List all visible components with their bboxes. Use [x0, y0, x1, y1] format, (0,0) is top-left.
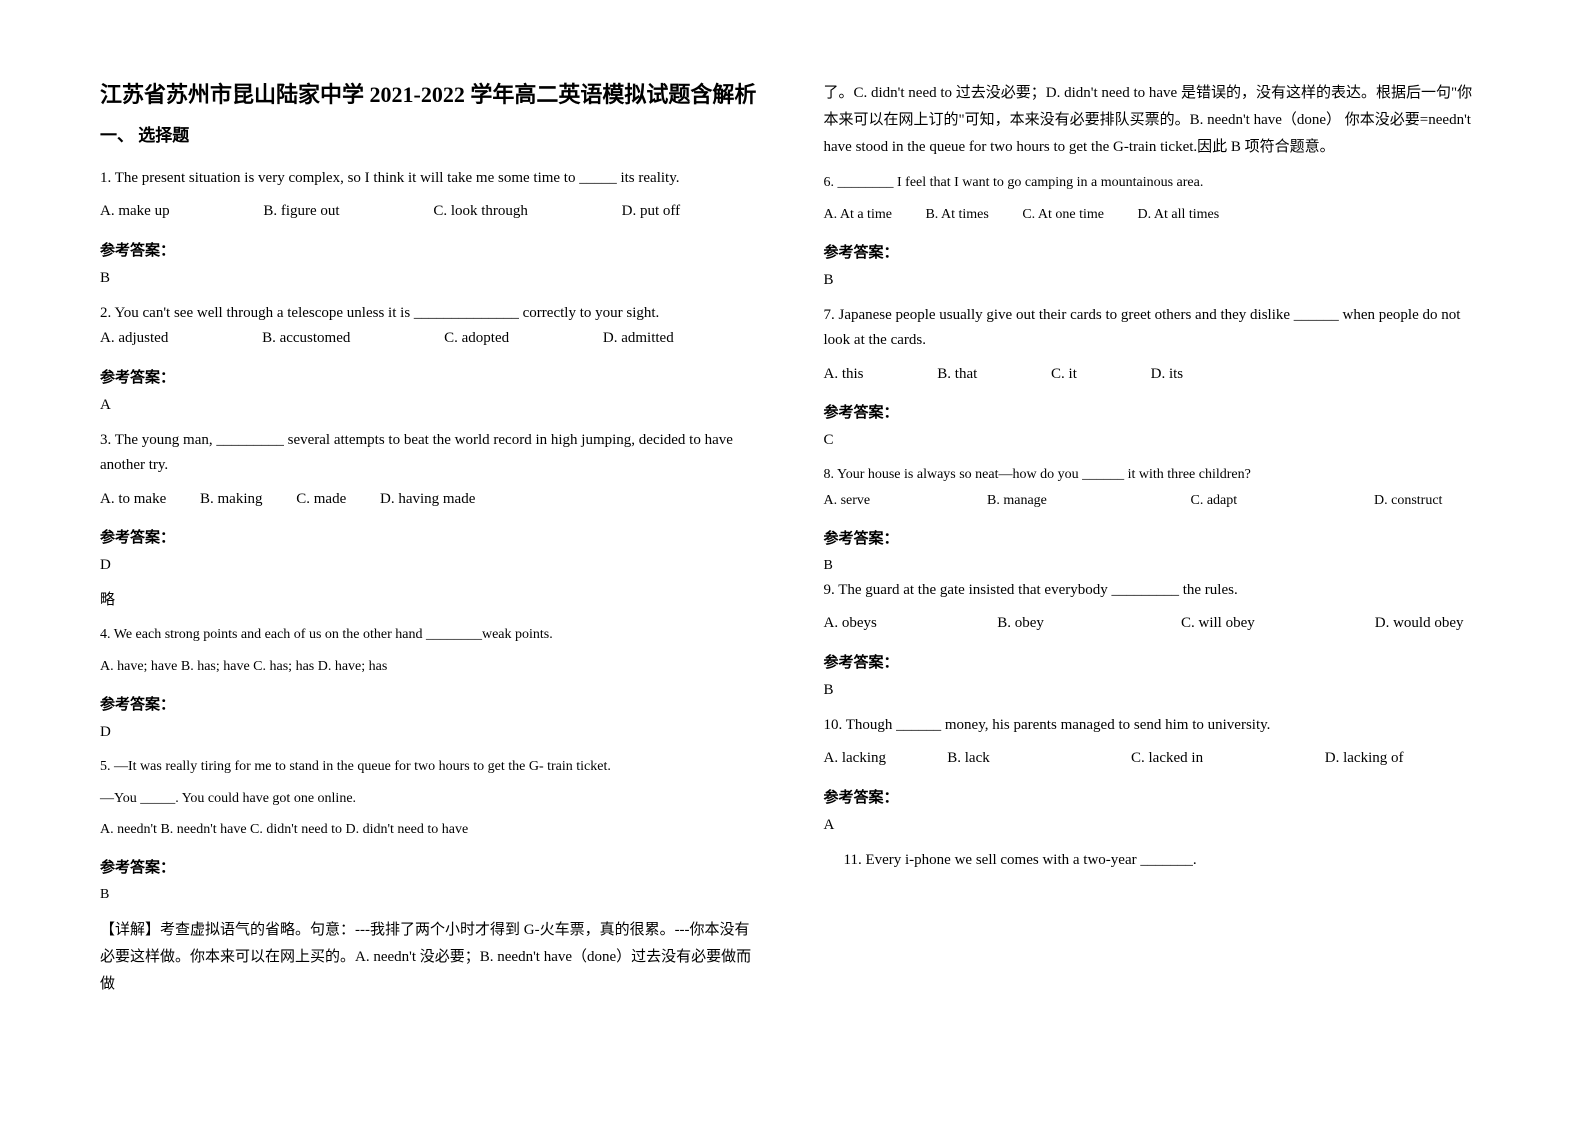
q9-answer-label: 参考答案： [824, 651, 1488, 672]
q8-opt-b: B. manage [987, 489, 1187, 513]
q7-answer: C [824, 432, 1488, 449]
col2-continuation: 了。C. didn't need to 过去没必要；D. didn't need… [824, 80, 1488, 161]
q4-answer-label: 参考答案： [100, 693, 764, 714]
q3-answer: D [100, 557, 764, 574]
q3-opt-a: A. to make [100, 487, 166, 513]
question-11-text: 11. Every i-phone we sell comes with a t… [844, 848, 1488, 874]
q4-answer: D [100, 724, 764, 741]
question-5-text2: —You _____. You could have got one onlin… [100, 787, 764, 811]
q3-opt-b: B. making [200, 487, 263, 513]
q1-opt-c: C. look through [433, 199, 528, 225]
document-title: 江苏省苏州市昆山陆家中学 2021-2022 学年高二英语模拟试题含解析 [100, 80, 764, 111]
question-4-options: A. have; have B. has; have C. has; has D… [100, 655, 764, 679]
q10-opt-a: A. lacking [824, 746, 944, 772]
q7-opt-b: B. that [937, 362, 977, 388]
q10-answer: A [824, 817, 1488, 834]
q6-answer: B [824, 272, 1488, 289]
q2-answer-label: 参考答案： [100, 366, 764, 387]
q2-opt-a: A. adjusted [100, 326, 168, 352]
q1-opt-d: D. put off [622, 203, 680, 219]
q7-opt-d: D. its [1151, 366, 1184, 382]
question-9-text: 9. The guard at the gate insisted that e… [824, 578, 1488, 604]
q9-opt-d: D. would obey [1375, 615, 1464, 631]
q5-answer: B [100, 887, 764, 903]
question-7-options: A. this B. that C. it D. its [824, 362, 1488, 388]
question-2-options: A. adjusted B. accustomed C. adopted D. … [100, 326, 764, 352]
q10-opt-d: D. lacking of [1325, 750, 1404, 766]
q6-opt-a: A. At a time [824, 203, 892, 227]
q6-opt-c: C. At one time [1022, 203, 1104, 227]
q10-opt-b: B. lack [947, 746, 1127, 772]
q8-opt-c: C. adapt [1191, 489, 1371, 513]
question-5-text1: 5. —It was really tiring for me to stand… [100, 755, 764, 779]
question-8-text: 8. Your house is always so neat—how do y… [824, 463, 1488, 487]
section-heading: 一、 选择题 [100, 121, 764, 146]
q6-answer-label: 参考答案： [824, 241, 1488, 262]
question-7-text: 7. Japanese people usually give out thei… [824, 303, 1488, 354]
q9-answer: B [824, 682, 1488, 699]
q3-skip: 略 [100, 588, 764, 609]
q8-answer-label: 参考答案： [824, 527, 1488, 548]
question-1-options: A. make up B. figure out C. look through… [100, 199, 764, 225]
q10-opt-c: C. lacked in [1131, 746, 1321, 772]
q9-opt-a: A. obeys [824, 611, 994, 637]
q2-answer: A [100, 397, 764, 414]
question-8-options: A. serve B. manage C. adapt D. construct [824, 489, 1488, 513]
question-9-options: A. obeys B. obey C. will obey D. would o… [824, 611, 1488, 637]
q8-opt-a: A. serve [824, 489, 984, 513]
q2-opt-c: C. adopted [444, 326, 509, 352]
q3-opt-d: D. having made [380, 491, 475, 507]
q6-opt-d: D. At all times [1138, 207, 1220, 222]
question-4-text: 4. We each strong points and each of us … [100, 623, 764, 647]
question-10-options: A. lacking B. lack C. lacked in D. lacki… [824, 746, 1488, 772]
question-10-text: 10. Though ______ money, his parents man… [824, 713, 1488, 739]
question-6-options: A. At a time B. At times C. At one time … [824, 203, 1488, 227]
q5-answer-label: 参考答案： [100, 856, 764, 877]
right-column: 了。C. didn't need to 过去没必要；D. didn't need… [824, 80, 1488, 1082]
q9-opt-b: B. obey [997, 611, 1177, 637]
q5-explanation: 【详解】考查虚拟语气的省略。句意：---我排了两个小时才得到 G-火车票，真的很… [100, 917, 764, 998]
q1-answer: B [100, 270, 764, 287]
question-3-options: A. to make B. making C. made D. having m… [100, 487, 764, 513]
q2-opt-b: B. accustomed [262, 326, 350, 352]
q7-opt-a: A. this [824, 362, 864, 388]
question-2-text: 2. You can't see well through a telescop… [100, 301, 764, 327]
q7-answer-label: 参考答案： [824, 401, 1488, 422]
q3-answer-label: 参考答案： [100, 526, 764, 547]
left-column: 江苏省苏州市昆山陆家中学 2021-2022 学年高二英语模拟试题含解析 一、 … [100, 80, 764, 1082]
q8-answer: B [824, 558, 1488, 574]
question-6-text: 6. ________ I feel that I want to go cam… [824, 171, 1488, 195]
q10-answer-label: 参考答案： [824, 786, 1488, 807]
q3-opt-c: C. made [296, 487, 346, 513]
q1-opt-a: A. make up [100, 199, 170, 225]
question-5-options: A. needn't B. needn't have C. didn't nee… [100, 818, 764, 842]
question-1-text: 1. The present situation is very complex… [100, 166, 764, 192]
q9-opt-c: C. will obey [1181, 611, 1371, 637]
q6-opt-b: B. At times [925, 203, 988, 227]
q2-opt-d: D. admitted [603, 330, 674, 346]
q7-opt-c: C. it [1051, 362, 1077, 388]
question-3-text: 3. The young man, _________ several atte… [100, 428, 764, 479]
q1-opt-b: B. figure out [263, 199, 339, 225]
q1-answer-label: 参考答案： [100, 239, 764, 260]
q8-opt-d: D. construct [1374, 493, 1442, 508]
